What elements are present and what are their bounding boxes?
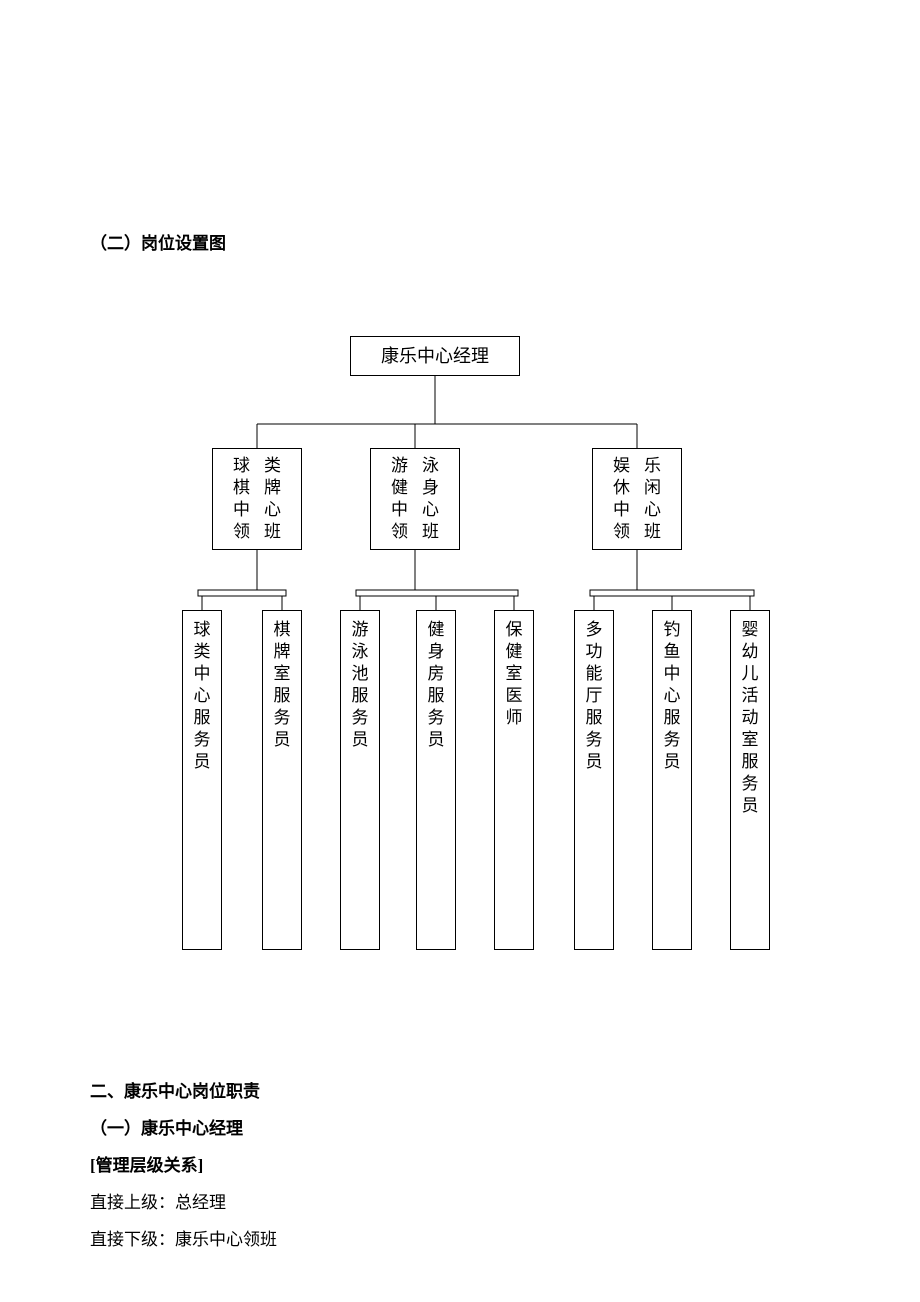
text-superior: 直接上级：总经理 bbox=[90, 1188, 226, 1213]
org-leaf-node: 游泳池服务员 bbox=[340, 610, 380, 950]
org-mid-node: 球棋中领类牌心班 bbox=[212, 448, 302, 550]
org-leaf-node: 棋牌室服务员 bbox=[262, 610, 302, 950]
heading-mgmt-rel: [管理层级关系] bbox=[90, 1151, 203, 1176]
text-subordinate: 直接下级：康乐中心领班 bbox=[90, 1225, 277, 1250]
org-connectors bbox=[0, 0, 920, 1302]
org-root-node: 康乐中心经理 bbox=[350, 336, 520, 376]
org-leaf-node: 健身房服务员 bbox=[416, 610, 456, 950]
org-mid-node: 娱休中领乐闲心班 bbox=[592, 448, 682, 550]
page: （二）岗位设置图 康乐中心经理 球棋中领类牌心班游健中领泳身心班 娱休中领乐闲心班… bbox=[0, 0, 920, 1302]
org-leaf-node: 婴幼儿活动室服务员 bbox=[730, 610, 770, 950]
org-leaf-node: 球类中心服务员 bbox=[182, 610, 222, 950]
org-leaf-node: 多功能厅服务员 bbox=[574, 610, 614, 950]
heading-section-2: （二）岗位设置图 bbox=[90, 229, 226, 254]
org-mid-node: 游健中领泳身心班 bbox=[370, 448, 460, 550]
heading-subsection-1: （一）康乐中心经理 bbox=[90, 1114, 243, 1139]
heading-section-2-main: 二、康乐中心岗位职责 bbox=[90, 1077, 260, 1102]
org-leaf-node: 保健室医师 bbox=[494, 610, 534, 950]
org-leaf-node: 钓鱼中心服务员 bbox=[652, 610, 692, 950]
